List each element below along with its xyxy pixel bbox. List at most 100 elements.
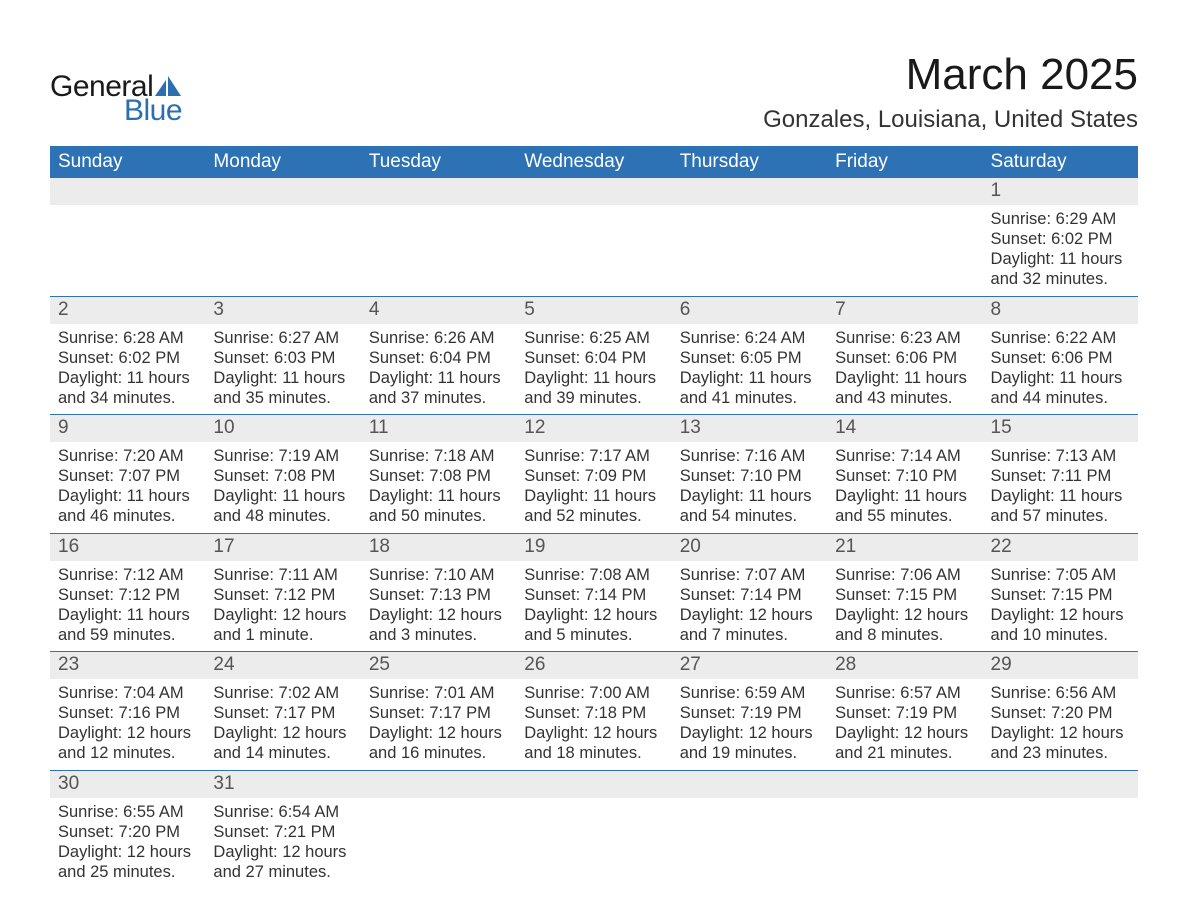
sunset-line: Sunset: 7:19 PM — [680, 703, 819, 723]
daylight-line: Daylight: 11 hours and 37 minutes. — [369, 368, 508, 408]
daylight-line: Daylight: 11 hours and 54 minutes. — [680, 486, 819, 526]
sunset-line: Sunset: 7:21 PM — [213, 822, 352, 842]
empty-day — [827, 178, 982, 205]
day-data: Sunrise: 7:06 AMSunset: 7:15 PMDaylight:… — [827, 561, 982, 652]
daylight-line: Daylight: 12 hours and 18 minutes. — [524, 723, 663, 763]
sunrise-line: Sunrise: 7:20 AM — [58, 446, 197, 466]
daylight-line: Daylight: 12 hours and 12 minutes. — [58, 723, 197, 763]
sunrise-line: Sunrise: 6:23 AM — [835, 328, 974, 348]
sunset-line: Sunset: 7:14 PM — [680, 585, 819, 605]
daylight-line: Daylight: 11 hours and 43 minutes. — [835, 368, 974, 408]
calendar-cell: 29Sunrise: 6:56 AMSunset: 7:20 PMDayligh… — [983, 652, 1138, 770]
empty-day — [516, 178, 671, 205]
sunrise-line: Sunrise: 7:06 AM — [835, 565, 974, 585]
day-data: Sunrise: 6:24 AMSunset: 6:05 PMDaylight:… — [672, 324, 827, 415]
empty-day — [361, 178, 516, 205]
daylight-line: Daylight: 11 hours and 39 minutes. — [524, 368, 663, 408]
calendar-cell: 20Sunrise: 7:07 AMSunset: 7:14 PMDayligh… — [672, 534, 827, 652]
day-number: 18 — [361, 534, 516, 561]
sunrise-line: Sunrise: 6:26 AM — [369, 328, 508, 348]
sunrise-line: Sunrise: 7:05 AM — [991, 565, 1130, 585]
sunrise-line: Sunrise: 7:16 AM — [680, 446, 819, 466]
day-data: Sunrise: 7:07 AMSunset: 7:14 PMDaylight:… — [672, 561, 827, 652]
daylight-line: Daylight: 11 hours and 44 minutes. — [991, 368, 1130, 408]
day-number: 1 — [983, 178, 1138, 205]
sunset-line: Sunset: 7:17 PM — [213, 703, 352, 723]
day-number: 11 — [361, 415, 516, 442]
calendar-cell: 21Sunrise: 7:06 AMSunset: 7:15 PMDayligh… — [827, 534, 982, 652]
calendar-cell: 23Sunrise: 7:04 AMSunset: 7:16 PMDayligh… — [50, 652, 205, 770]
sunrise-line: Sunrise: 6:56 AM — [991, 683, 1130, 703]
daylight-line: Daylight: 12 hours and 21 minutes. — [835, 723, 974, 763]
sunrise-line: Sunrise: 6:24 AM — [680, 328, 819, 348]
sunset-line: Sunset: 7:09 PM — [524, 466, 663, 486]
day-number: 29 — [983, 652, 1138, 679]
day-number: 31 — [205, 771, 360, 798]
calendar: SundayMondayTuesdayWednesdayThursdayFrid… — [50, 146, 1138, 888]
brand-word-2: Blue — [124, 94, 182, 128]
sunset-line: Sunset: 7:10 PM — [835, 466, 974, 486]
sunrise-line: Sunrise: 7:18 AM — [369, 446, 508, 466]
logo-sail-icon — [155, 76, 181, 96]
day-number: 16 — [50, 534, 205, 561]
weekday-header: Monday — [205, 146, 360, 178]
daylight-line: Daylight: 12 hours and 16 minutes. — [369, 723, 508, 763]
day-number: 14 — [827, 415, 982, 442]
sunrise-line: Sunrise: 7:08 AM — [524, 565, 663, 585]
calendar-cell — [672, 771, 827, 889]
calendar-cell — [983, 771, 1138, 889]
calendar-cell: 26Sunrise: 7:00 AMSunset: 7:18 PMDayligh… — [516, 652, 671, 770]
sunrise-line: Sunrise: 7:14 AM — [835, 446, 974, 466]
calendar-cell: 28Sunrise: 6:57 AMSunset: 7:19 PMDayligh… — [827, 652, 982, 770]
empty-day — [205, 178, 360, 205]
day-number: 2 — [50, 297, 205, 324]
day-number: 12 — [516, 415, 671, 442]
daylight-line: Daylight: 12 hours and 19 minutes. — [680, 723, 819, 763]
calendar-week: 16Sunrise: 7:12 AMSunset: 7:12 PMDayligh… — [50, 534, 1138, 653]
day-data: Sunrise: 7:12 AMSunset: 7:12 PMDaylight:… — [50, 561, 205, 652]
sunset-line: Sunset: 7:15 PM — [991, 585, 1130, 605]
weekday-header: Friday — [827, 146, 982, 178]
calendar-cell: 8Sunrise: 6:22 AMSunset: 6:06 PMDaylight… — [983, 297, 1138, 415]
empty-day — [672, 771, 827, 798]
day-number: 17 — [205, 534, 360, 561]
sunrise-line: Sunrise: 7:01 AM — [369, 683, 508, 703]
day-number: 28 — [827, 652, 982, 679]
page-title: March 2025 — [763, 50, 1138, 100]
calendar-cell: 6Sunrise: 6:24 AMSunset: 6:05 PMDaylight… — [672, 297, 827, 415]
sunrise-line: Sunrise: 7:19 AM — [213, 446, 352, 466]
weekday-header: Wednesday — [516, 146, 671, 178]
sunset-line: Sunset: 7:12 PM — [58, 585, 197, 605]
day-data: Sunrise: 6:28 AMSunset: 6:02 PMDaylight:… — [50, 324, 205, 415]
sunset-line: Sunset: 7:17 PM — [369, 703, 508, 723]
sunrise-line: Sunrise: 7:10 AM — [369, 565, 508, 585]
calendar-week: 1Sunrise: 6:29 AMSunset: 6:02 PMDaylight… — [50, 178, 1138, 297]
calendar-cell: 7Sunrise: 6:23 AMSunset: 6:06 PMDaylight… — [827, 297, 982, 415]
calendar-cell — [205, 178, 360, 296]
calendar-cell: 17Sunrise: 7:11 AMSunset: 7:12 PMDayligh… — [205, 534, 360, 652]
sunrise-line: Sunrise: 6:22 AM — [991, 328, 1130, 348]
daylight-line: Daylight: 12 hours and 3 minutes. — [369, 605, 508, 645]
sunset-line: Sunset: 7:08 PM — [213, 466, 352, 486]
day-data: Sunrise: 7:01 AMSunset: 7:17 PMDaylight:… — [361, 679, 516, 770]
day-number: 10 — [205, 415, 360, 442]
day-data: Sunrise: 6:56 AMSunset: 7:20 PMDaylight:… — [983, 679, 1138, 770]
calendar-cell: 3Sunrise: 6:27 AMSunset: 6:03 PMDaylight… — [205, 297, 360, 415]
day-data: Sunrise: 7:17 AMSunset: 7:09 PMDaylight:… — [516, 442, 671, 533]
sunrise-line: Sunrise: 7:12 AM — [58, 565, 197, 585]
sunrise-line: Sunrise: 6:57 AM — [835, 683, 974, 703]
day-data: Sunrise: 7:16 AMSunset: 7:10 PMDaylight:… — [672, 442, 827, 533]
calendar-week: 9Sunrise: 7:20 AMSunset: 7:07 PMDaylight… — [50, 415, 1138, 534]
sunrise-line: Sunrise: 7:00 AM — [524, 683, 663, 703]
daylight-line: Daylight: 12 hours and 7 minutes. — [680, 605, 819, 645]
day-number: 24 — [205, 652, 360, 679]
day-number: 27 — [672, 652, 827, 679]
sunset-line: Sunset: 7:10 PM — [680, 466, 819, 486]
calendar-cell: 14Sunrise: 7:14 AMSunset: 7:10 PMDayligh… — [827, 415, 982, 533]
sunrise-line: Sunrise: 6:25 AM — [524, 328, 663, 348]
daylight-line: Daylight: 11 hours and 34 minutes. — [58, 368, 197, 408]
empty-day — [50, 178, 205, 205]
sunrise-line: Sunrise: 7:11 AM — [213, 565, 352, 585]
daylight-line: Daylight: 11 hours and 57 minutes. — [991, 486, 1130, 526]
sunset-line: Sunset: 6:06 PM — [835, 348, 974, 368]
